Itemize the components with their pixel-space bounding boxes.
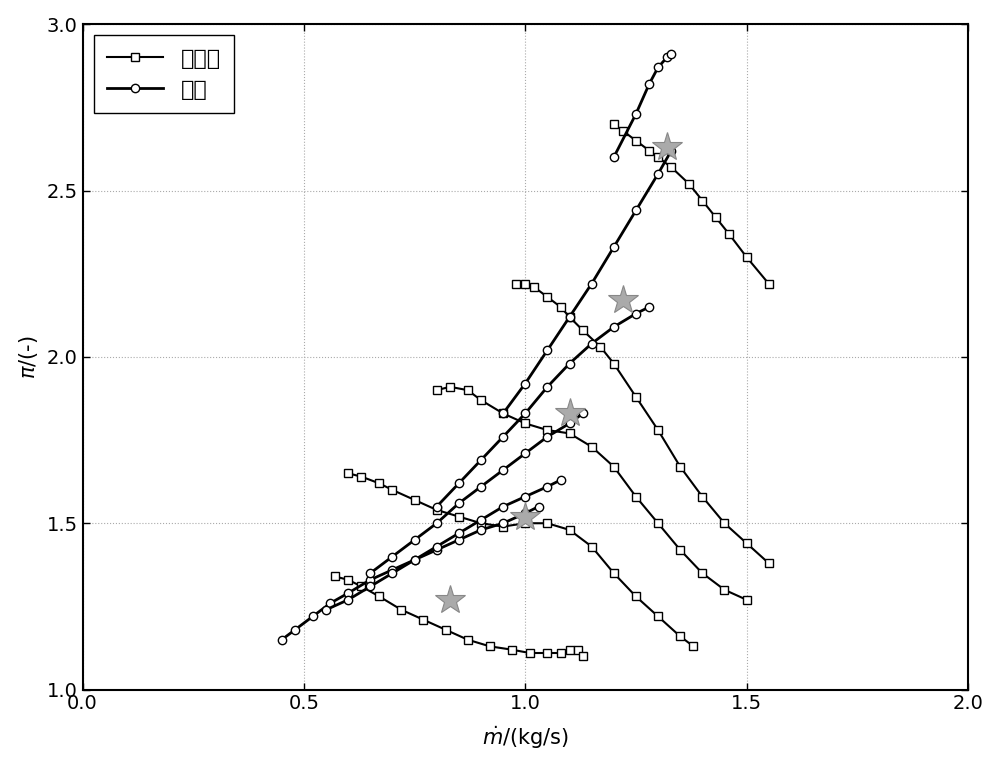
压气机: [395, 605, 407, 614]
涡轮: [342, 588, 354, 598]
涡轮: [276, 635, 288, 644]
压气机: [564, 645, 576, 654]
涡轮: [497, 518, 509, 528]
压气机: [506, 645, 518, 654]
Legend: 压气机, 涡轮: 压气机, 涡轮: [94, 35, 234, 113]
压气机: [524, 648, 536, 657]
涡轮: [364, 575, 376, 584]
涡轮: [475, 525, 487, 535]
涡轮: [409, 555, 421, 564]
压气机: [329, 572, 341, 581]
涡轮: [533, 502, 545, 511]
压气机: [555, 648, 567, 657]
涡轮: [307, 612, 319, 621]
X-axis label: $\dot{m}$/(kg/s): $\dot{m}$/(kg/s): [482, 724, 569, 751]
压气机: [440, 625, 452, 634]
压气机: [373, 592, 385, 601]
Y-axis label: $\pi$/(-): $\pi$/(-): [17, 335, 40, 379]
压气机: [417, 615, 429, 624]
压气机: [572, 645, 584, 654]
涡轮: [289, 625, 301, 634]
涡轮: [386, 565, 398, 574]
Line: 涡轮: 涡轮: [278, 502, 543, 644]
压气机: [484, 642, 496, 651]
压气机: [462, 635, 474, 644]
压气机: [541, 648, 553, 657]
涡轮: [519, 508, 531, 518]
涡轮: [324, 598, 336, 607]
涡轮: [431, 545, 443, 554]
压气机: [342, 575, 354, 584]
涡轮: [453, 535, 465, 545]
Line: 压气机: 压气机: [331, 572, 587, 660]
压气机: [355, 582, 367, 591]
压气机: [577, 652, 589, 661]
